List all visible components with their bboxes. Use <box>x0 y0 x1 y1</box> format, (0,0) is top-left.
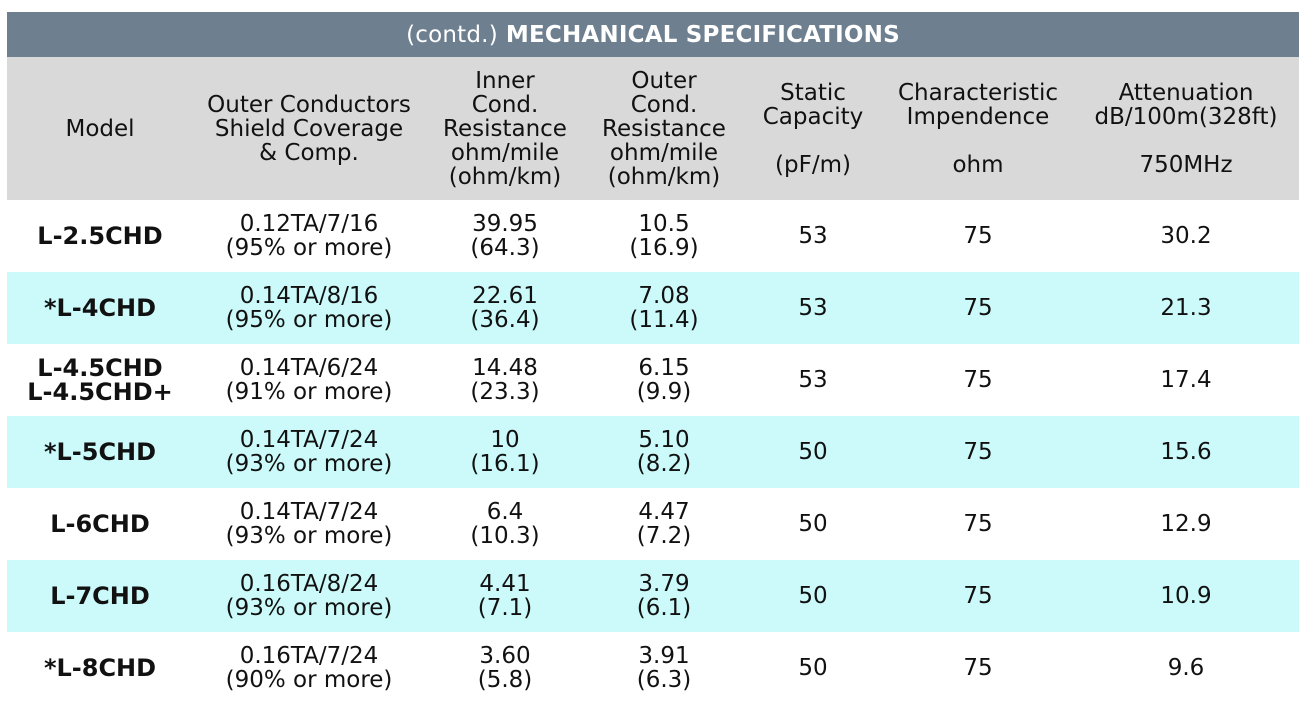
title-prefix: (contd.) <box>406 21 498 48</box>
cell-impedance: 75 <box>963 655 993 681</box>
table-title-bar: (contd.) MECHANICAL SPECIFICATIONS <box>7 12 1299 57</box>
cell-attenuation: 15.6 <box>1160 439 1212 465</box>
cell-shield: 0.14TA/7/24 (93% or more) <box>225 427 393 477</box>
table-title: MECHANICAL SPECIFICATIONS <box>505 21 900 48</box>
cell-capacity: 53 <box>798 367 828 393</box>
col-header-attenuation: Attenuation dB/100m(328ft) 750MHz <box>1073 57 1299 200</box>
cell-attenuation: 21.3 <box>1160 295 1212 321</box>
col-unit-impedance: ohm <box>952 151 1004 178</box>
table-row: L-2.5CHD 0.12TA/7/16 (95% or more) 39.95… <box>7 200 1299 272</box>
cell-shield: 0.12TA/7/16 (95% or more) <box>225 211 393 261</box>
cell-model: *L-5CHD <box>43 438 157 466</box>
cell-attenuation: 17.4 <box>1160 367 1212 393</box>
cell-attenuation: 12.9 <box>1160 511 1212 537</box>
cell-impedance: 75 <box>963 511 993 537</box>
spec-table-container: (contd.) MECHANICAL SPECIFICATIONS Model… <box>7 12 1299 704</box>
cell-outer: 4.47 (7.2) <box>636 499 692 549</box>
cell-model: *L-4CHD <box>43 294 157 322</box>
cell-impedance: 75 <box>963 439 993 465</box>
cell-inner: 39.95 (64.3) <box>470 211 540 261</box>
cell-capacity: 53 <box>798 295 828 321</box>
cell-inner: 10 (16.1) <box>470 427 540 477</box>
cell-impedance: 75 <box>963 367 993 393</box>
cell-inner: 6.4 (10.3) <box>470 499 540 549</box>
col-header-shield: Outer Conductors Shield Coverage & Comp. <box>207 91 411 166</box>
table-row: *L-4CHD 0.14TA/8/16 (95% or more) 22.61 … <box>7 272 1299 344</box>
cell-shield: 0.16TA/8/24 (93% or more) <box>225 571 393 621</box>
col-header-impedance: Characteristic Impendence ohm <box>883 57 1073 200</box>
table-row: L-4.5CHD L-4.5CHD+ 0.14TA/6/24 (91% or m… <box>7 344 1299 416</box>
cell-model: L-4.5CHD L-4.5CHD+ <box>27 354 173 406</box>
cell-inner: 22.61 (36.4) <box>470 283 540 333</box>
col-unit-capacity: (pF/m) <box>775 151 851 178</box>
cell-inner: 3.60 (5.8) <box>477 643 533 693</box>
cell-model: *L-8CHD <box>43 654 157 682</box>
table-row: L-6CHD 0.14TA/7/24 (93% or more) 6.4 (10… <box>7 488 1299 560</box>
specifications-table: Model Outer Conductors Shield Coverage &… <box>7 57 1299 704</box>
cell-model: L-7CHD <box>50 582 150 610</box>
cell-shield: 0.16TA/7/24 (90% or more) <box>225 643 393 693</box>
cell-impedance: 75 <box>963 223 993 249</box>
cell-attenuation: 30.2 <box>1160 223 1212 249</box>
col-header-inner-resistance: Inner Cond. Resistance ohm/mile (ohm/km) <box>443 67 567 190</box>
cell-inner: 4.41 (7.1) <box>477 571 533 621</box>
cell-model: L-2.5CHD <box>37 222 163 250</box>
table-row: L-7CHD 0.16TA/8/24 (93% or more) 4.41 (7… <box>7 560 1299 632</box>
cell-outer: 3.79 (6.1) <box>636 571 692 621</box>
cell-outer: 5.10 (8.2) <box>636 427 692 477</box>
cell-impedance: 75 <box>963 295 993 321</box>
cell-shield: 0.14TA/6/24 (91% or more) <box>225 355 393 405</box>
cell-outer: 6.15 (9.9) <box>636 355 692 405</box>
cell-capacity: 50 <box>798 655 828 681</box>
col-unit-attenuation: 750MHz <box>1139 151 1233 178</box>
cell-outer: 3.91 (6.3) <box>636 643 692 693</box>
cell-attenuation: 9.6 <box>1167 655 1205 681</box>
cell-outer: 7.08 (11.4) <box>629 283 699 333</box>
cell-outer: 10.5 (16.9) <box>629 211 699 261</box>
col-header-outer-resistance: Outer Cond. Resistance ohm/mile (ohm/km) <box>602 67 726 190</box>
cell-shield: 0.14TA/7/24 (93% or more) <box>225 499 393 549</box>
cell-attenuation: 10.9 <box>1160 583 1212 609</box>
col-header-model: Model <box>65 115 135 142</box>
cell-shield: 0.14TA/8/16 (95% or more) <box>225 283 393 333</box>
cell-model: L-6CHD <box>50 510 150 538</box>
table-row: *L-8CHD 0.16TA/7/24 (90% or more) 3.60 (… <box>7 632 1299 704</box>
cell-capacity: 50 <box>798 439 828 465</box>
cell-inner: 14.48 (23.3) <box>470 355 540 405</box>
cell-capacity: 53 <box>798 223 828 249</box>
cell-impedance: 75 <box>963 583 993 609</box>
table-header-row: Model Outer Conductors Shield Coverage &… <box>7 57 1299 200</box>
cell-capacity: 50 <box>798 511 828 537</box>
cell-capacity: 50 <box>798 583 828 609</box>
table-row: *L-5CHD 0.14TA/7/24 (93% or more) 10 (16… <box>7 416 1299 488</box>
col-header-capacity: Static Capacity (pF/m) <box>743 57 883 200</box>
